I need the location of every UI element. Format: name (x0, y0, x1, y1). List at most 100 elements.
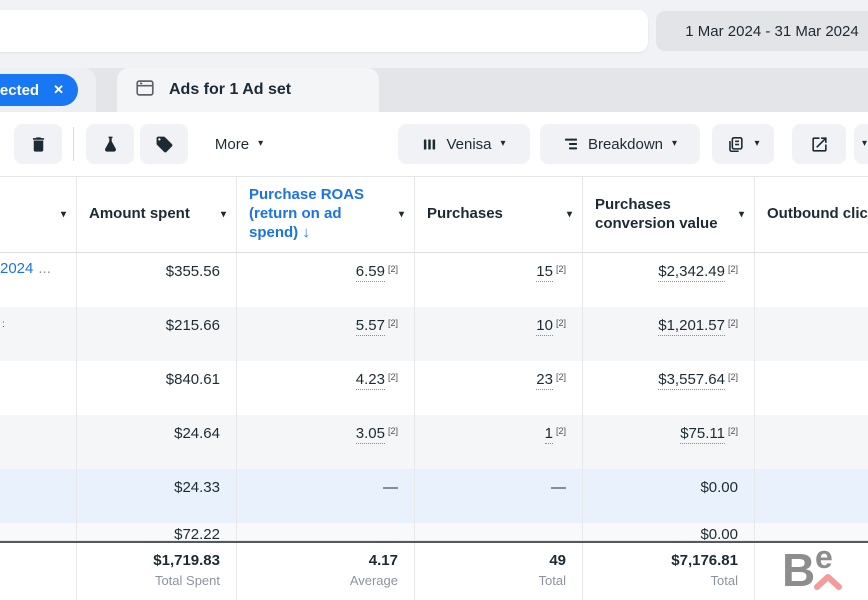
chevron-down-icon[interactable]: ▾ (398, 208, 404, 220)
roas-average-label: Average (349, 573, 398, 588)
amount-spent-cell: $840.61 (77, 361, 237, 415)
table-row: $840.61 4.23 [2] 23 [2] $3,557.64 [2] (0, 361, 868, 415)
reports-button[interactable]: ▾ (712, 124, 774, 164)
conversion-value-cell: $2,342.49 [2] (583, 253, 755, 307)
header-purchases[interactable]: Purchases ▾ (415, 177, 583, 252)
close-icon[interactable]: ✕ (53, 82, 64, 97)
header-outbound-clicks[interactable]: Outbound clic (755, 177, 868, 252)
chevron-down-icon[interactable]: ▾ (566, 208, 572, 220)
total-spent-label: Total Spent (154, 573, 220, 588)
roas-cell: 5.57 [2] (237, 307, 415, 361)
chevron-down-icon[interactable]: ▾ (738, 208, 744, 220)
trash-icon (29, 135, 48, 154)
totals-outbound-cell: B e (755, 541, 868, 600)
toolbar-divider (73, 127, 74, 161)
ad-name-cell (0, 523, 77, 540)
footnote-ref: [2] (727, 426, 738, 436)
ellipsis-icon[interactable]: ... (38, 260, 51, 277)
conversion-value-cell: $0.00 (583, 523, 755, 540)
chevron-down-icon: ▾ (754, 138, 760, 149)
outbound-clicks-cell (755, 523, 868, 540)
table-row-selected: $24.33 — — $0.00 (0, 469, 868, 523)
ad-name-cell: : (0, 307, 77, 361)
ads-table: ▾ Amount spent ▾ Purchase ROAS (return o… (0, 176, 868, 600)
table-header-row: ▾ Amount spent ▾ Purchase ROAS (return o… (0, 177, 868, 253)
roas-value[interactable]: 4.23 (355, 371, 385, 390)
footnote-ref: [2] (727, 372, 738, 382)
ad-name-link[interactable]: 2024 (0, 260, 34, 277)
header-conversion-value-label: Purchases conversion value (595, 195, 718, 232)
totals-purchases-cell: 49 Total (415, 543, 583, 600)
outbound-clicks-cell (755, 415, 868, 469)
overflow-menu-button[interactable]: ▾ (854, 124, 868, 164)
columns-button[interactable]: Venisa ▾ (398, 124, 530, 164)
conversion-value[interactable]: $75.11 (680, 425, 725, 444)
conversion-value[interactable]: $2,342.49 (658, 263, 725, 282)
amount-spent-cell: $355.56 (77, 253, 237, 307)
footnote-ref: [2] (387, 426, 398, 436)
conversion-value[interactable]: $3,557.64 (658, 371, 725, 390)
purchases-cell: 15 [2] (415, 253, 583, 307)
totals-amount-cell: $1,719.83 Total Spent (77, 543, 237, 600)
footnote-ref: [2] (555, 426, 566, 436)
search-input[interactable] (0, 10, 648, 52)
purchases-value[interactable]: 10 (536, 317, 553, 336)
tab-ads-label: Ads for 1 Ad set (169, 81, 292, 98)
roas-value: — (383, 479, 398, 496)
watermark-letter-b: B (782, 544, 816, 596)
ab-test-button[interactable] (86, 124, 134, 164)
breakdown-icon (563, 136, 579, 152)
footnote-ref: [2] (727, 318, 738, 328)
chevron-down-icon[interactable]: ▾ (60, 208, 66, 220)
header-purchase-roas-label: Purchase ROAS (return on ad spend) ↓ (249, 186, 365, 241)
header-name-column[interactable]: ▾ (0, 177, 77, 252)
conversion-value: $0.00 (700, 479, 738, 496)
conversion-value[interactable]: $1,201.57 (658, 317, 725, 336)
delete-button[interactable] (14, 124, 62, 164)
roas-cell: — (237, 469, 415, 523)
export-button[interactable] (792, 124, 846, 164)
ad-name-cell (0, 415, 77, 469)
more-button[interactable]: More ▾ (200, 124, 278, 164)
chevron-down-icon[interactable]: ▾ (220, 208, 226, 220)
selected-filter-tab[interactable]: elected ✕ (0, 68, 96, 112)
more-label: More (214, 135, 250, 153)
columns-icon (422, 137, 437, 152)
chevron-down-icon: ▾ (672, 138, 678, 149)
purchases-total-label: Total (538, 573, 566, 588)
purchases-value[interactable]: 15 (536, 263, 553, 282)
outbound-clicks-cell (755, 361, 868, 415)
ad-name-cell: 2024... (0, 253, 77, 307)
amount-spent-cell: $72.22 (77, 523, 237, 540)
table-row: : $215.66 5.57 [2] 10 [2] $1,201.57 [2] (0, 307, 868, 361)
tab-ads-for-adset[interactable]: Ads for 1 Ad set (117, 68, 379, 112)
roas-cell: 4.23 [2] (237, 361, 415, 415)
chevron-down-icon: ▾ (258, 138, 264, 149)
purchases-value[interactable]: 1 (544, 425, 553, 444)
outbound-clicks-cell (755, 307, 868, 361)
conversion-total-value: $7,176.81 (671, 552, 738, 569)
footnote-ref: [2] (727, 264, 738, 274)
tag-button[interactable] (140, 124, 188, 164)
watermark-chevron-icon (813, 573, 843, 595)
header-purchase-roas[interactable]: Purchase ROAS (return on ad spend) ↓ ▾ (237, 177, 415, 252)
totals-roas-cell: 4.17 Average (237, 543, 415, 600)
selected-count-pill[interactable]: elected ✕ (0, 74, 78, 106)
tab-strip: elected ✕ Ads for 1 Ad set (0, 68, 868, 112)
roas-value[interactable]: 6.59 (355, 263, 385, 282)
outbound-clicks-cell (755, 253, 868, 307)
purchases-value[interactable]: 23 (536, 371, 553, 390)
table-row: $24.64 3.05 [2] 1 [2] $75.11 [2] (0, 415, 868, 469)
roas-value[interactable]: 3.05 (355, 425, 385, 444)
totals-row: $1,719.83 Total Spent 4.17 Average 49 To… (0, 541, 868, 600)
header-conversion-value[interactable]: Purchases conversion value ▾ (583, 177, 755, 252)
header-amount-spent[interactable]: Amount spent ▾ (77, 177, 237, 252)
breakdown-button[interactable]: Breakdown ▾ (540, 124, 700, 164)
date-range-button[interactable]: 1 Mar 2024 - 31 Mar 2024 (656, 11, 868, 51)
roas-value[interactable]: 5.57 (355, 317, 385, 336)
table-row-clipped: $72.22 $0.00 (0, 523, 868, 541)
reports-icon (726, 135, 745, 154)
ad-name-truncated[interactable]: : (2, 319, 6, 330)
roas-cell (237, 523, 415, 540)
